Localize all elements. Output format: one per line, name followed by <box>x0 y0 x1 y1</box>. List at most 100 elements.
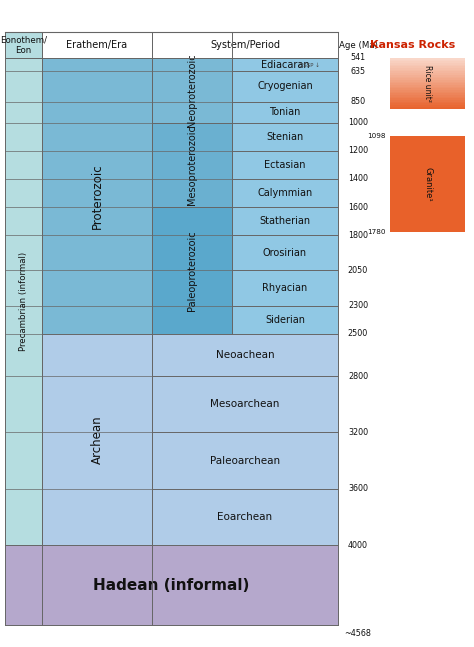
Bar <box>390 76 465 78</box>
Text: System/Period: System/Period <box>210 40 280 50</box>
Text: 3600: 3600 <box>348 484 368 493</box>
Text: Hadean (informal): Hadean (informal) <box>93 578 250 593</box>
Text: Archean: Archean <box>91 415 103 464</box>
Text: Age (Ma): Age (Ma) <box>338 41 377 50</box>
Bar <box>390 83 465 85</box>
Text: 850: 850 <box>350 97 365 106</box>
Text: Statherian: Statherian <box>259 216 310 226</box>
Bar <box>390 70 465 71</box>
Text: GSSP ↓: GSSP ↓ <box>299 63 320 68</box>
Text: ~4568: ~4568 <box>345 630 372 639</box>
Bar <box>152 58 232 123</box>
Bar <box>390 82 465 83</box>
Bar <box>390 105 465 107</box>
Bar <box>390 78 465 80</box>
Bar <box>390 98 465 100</box>
Text: Tonian: Tonian <box>269 107 301 117</box>
Bar <box>152 123 232 207</box>
Bar <box>232 270 338 305</box>
Bar <box>152 432 338 488</box>
Bar <box>390 92 465 93</box>
Bar <box>232 71 338 102</box>
Bar <box>5 32 42 58</box>
Bar <box>42 58 152 334</box>
Text: 1400: 1400 <box>348 175 368 184</box>
Bar <box>390 90 465 92</box>
Bar <box>390 67 465 68</box>
Text: Granite¹: Granite¹ <box>423 167 432 202</box>
Text: 1780: 1780 <box>367 230 386 236</box>
Text: Stenian: Stenian <box>266 132 304 142</box>
Text: 541: 541 <box>350 54 365 63</box>
Text: Kansas Rocks: Kansas Rocks <box>370 40 456 50</box>
Bar <box>390 60 465 61</box>
Bar <box>390 93 465 95</box>
Bar <box>390 137 465 232</box>
Text: Cryogenian: Cryogenian <box>257 82 313 91</box>
Text: 1098: 1098 <box>367 133 386 139</box>
Bar <box>42 32 152 58</box>
Text: Neoproterozoic: Neoproterozoic <box>187 54 197 127</box>
Bar <box>390 89 465 90</box>
Bar <box>390 102 465 104</box>
Text: Precambrian (informal): Precambrian (informal) <box>19 252 28 351</box>
Text: 2050: 2050 <box>348 266 368 275</box>
Bar <box>390 80 465 82</box>
Bar <box>390 71 465 73</box>
Bar <box>5 545 338 625</box>
Text: Ediacaran: Ediacaran <box>261 60 310 70</box>
Bar <box>152 207 232 334</box>
Text: 2800: 2800 <box>348 371 368 380</box>
Text: Eoarchean: Eoarchean <box>218 512 273 522</box>
Bar <box>390 58 465 60</box>
Text: Orosirian: Orosirian <box>263 248 307 258</box>
Bar <box>152 376 338 432</box>
Bar <box>232 236 338 270</box>
Text: 1000: 1000 <box>348 118 368 127</box>
Bar <box>390 85 465 87</box>
Bar <box>5 58 42 545</box>
Text: 1800: 1800 <box>348 231 368 240</box>
Text: 1600: 1600 <box>348 203 368 212</box>
Bar <box>390 100 465 102</box>
Text: 2300: 2300 <box>348 301 368 310</box>
Bar <box>390 95 465 97</box>
Text: 2500: 2500 <box>348 329 368 338</box>
Text: Neoachean: Neoachean <box>216 350 274 360</box>
Text: Rice unit²: Rice unit² <box>423 65 432 102</box>
Bar <box>390 97 465 98</box>
Text: Proterozoic: Proterozoic <box>91 163 103 229</box>
Text: 4000: 4000 <box>348 540 368 549</box>
Text: 1200: 1200 <box>348 146 368 155</box>
Text: Siderian: Siderian <box>265 314 305 325</box>
Text: Rhyacian: Rhyacian <box>263 283 308 293</box>
Text: 3200: 3200 <box>348 428 368 437</box>
Text: Eonothem/
Eon: Eonothem/ Eon <box>0 36 47 55</box>
Bar <box>390 61 465 63</box>
Text: Calymmian: Calymmian <box>257 188 313 198</box>
Bar <box>390 104 465 105</box>
Bar <box>232 179 338 207</box>
Text: Paleoarchean: Paleoarchean <box>210 455 280 466</box>
Text: Ectasian: Ectasian <box>264 160 306 170</box>
Bar <box>390 68 465 70</box>
Text: 635: 635 <box>350 67 365 76</box>
Text: Mesoproterozoic: Mesoproterozoic <box>187 125 197 205</box>
Bar <box>390 65 465 67</box>
Bar <box>390 87 465 89</box>
Bar <box>232 102 338 123</box>
Bar <box>232 123 338 151</box>
Bar <box>232 58 338 71</box>
Text: Erathem/Era: Erathem/Era <box>66 40 128 50</box>
Bar <box>152 32 338 58</box>
Text: Mesoarchean: Mesoarchean <box>210 399 280 409</box>
Text: Paleoproterozoic: Paleoproterozoic <box>187 230 197 311</box>
Bar <box>390 73 465 75</box>
Bar <box>232 151 338 179</box>
Bar <box>42 334 152 545</box>
Bar <box>152 334 338 376</box>
Bar <box>390 75 465 76</box>
Bar <box>390 107 465 109</box>
Bar <box>232 305 338 334</box>
Bar <box>390 63 465 65</box>
